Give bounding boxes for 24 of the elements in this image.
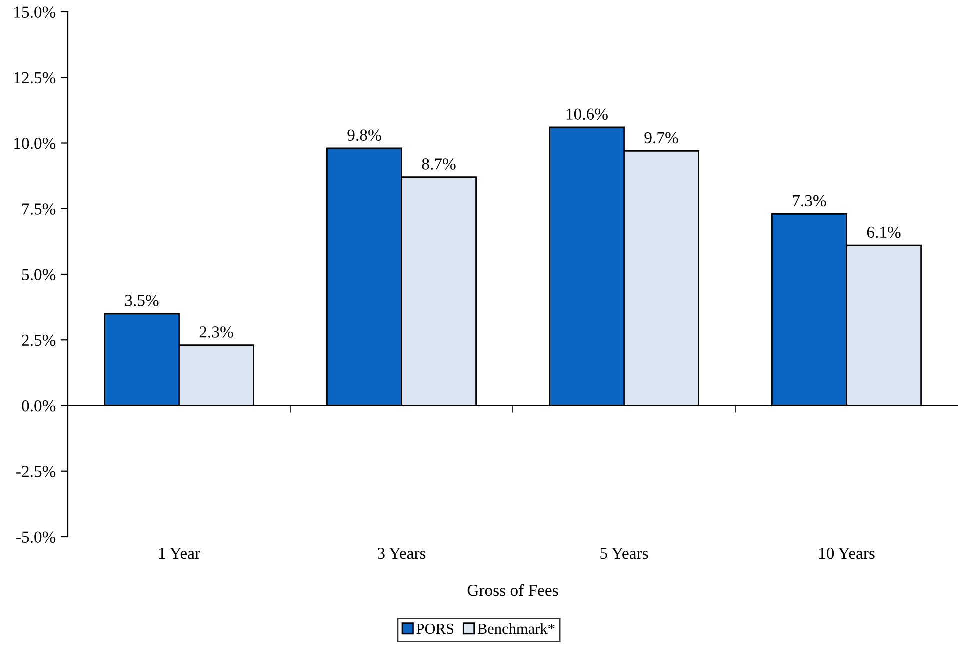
x-tick-label: 10 Years [820, 548, 875, 560]
x-tick-label: 1 Year [159, 548, 200, 560]
data-label: 7.3% [793, 195, 826, 207]
legend-label: PORS [416, 624, 454, 634]
x-tick-label: 5 Years [600, 548, 648, 560]
data-label: 10.6% [566, 108, 608, 120]
data-label: 6.1% [867, 226, 901, 238]
y-tick-label: 0.0% [22, 400, 56, 412]
y-tick-label: 5.0% [22, 269, 56, 281]
data-label: 9.8% [348, 130, 382, 142]
y-tick-label: 12.5% [14, 72, 56, 84]
y-tick-label: -2.5% [16, 466, 56, 478]
y-tick-label: 15.0% [14, 6, 56, 18]
y-tick-label: 7.5% [22, 204, 56, 215]
data-label: 8.7% [422, 158, 456, 170]
data-label: 9.7% [644, 132, 678, 144]
y-tick-label: 10.0% [14, 138, 56, 150]
y-tick-label: 2.5% [22, 334, 56, 346]
legend-label: Benchmark* [478, 623, 555, 634]
y-tick-label: -5.0% [16, 532, 56, 544]
data-label: 2.3% [200, 326, 234, 338]
x-axis-title: Gross of Fees [468, 584, 558, 596]
data-label: 3.5% [125, 295, 159, 306]
x-tick-label: 3 Years [378, 548, 426, 560]
